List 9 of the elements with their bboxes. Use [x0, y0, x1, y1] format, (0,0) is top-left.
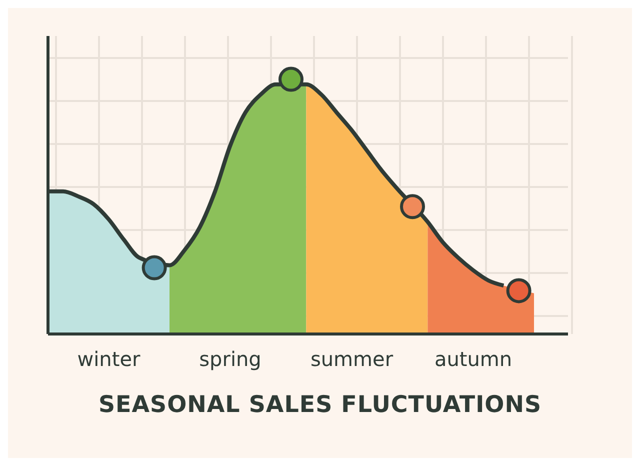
point — [278, 66, 304, 92]
text: SEASONAL SALES FLUCTUATIONS — [97, 392, 543, 418]
x-tick-label: summer — [310, 347, 394, 372]
point — [506, 278, 532, 304]
x-tick-label: winter — [77, 347, 141, 372]
point — [400, 194, 425, 220]
x-tick-label: spring — [199, 347, 262, 372]
point — [142, 255, 167, 280]
x-tick-label: autumn — [434, 347, 512, 372]
